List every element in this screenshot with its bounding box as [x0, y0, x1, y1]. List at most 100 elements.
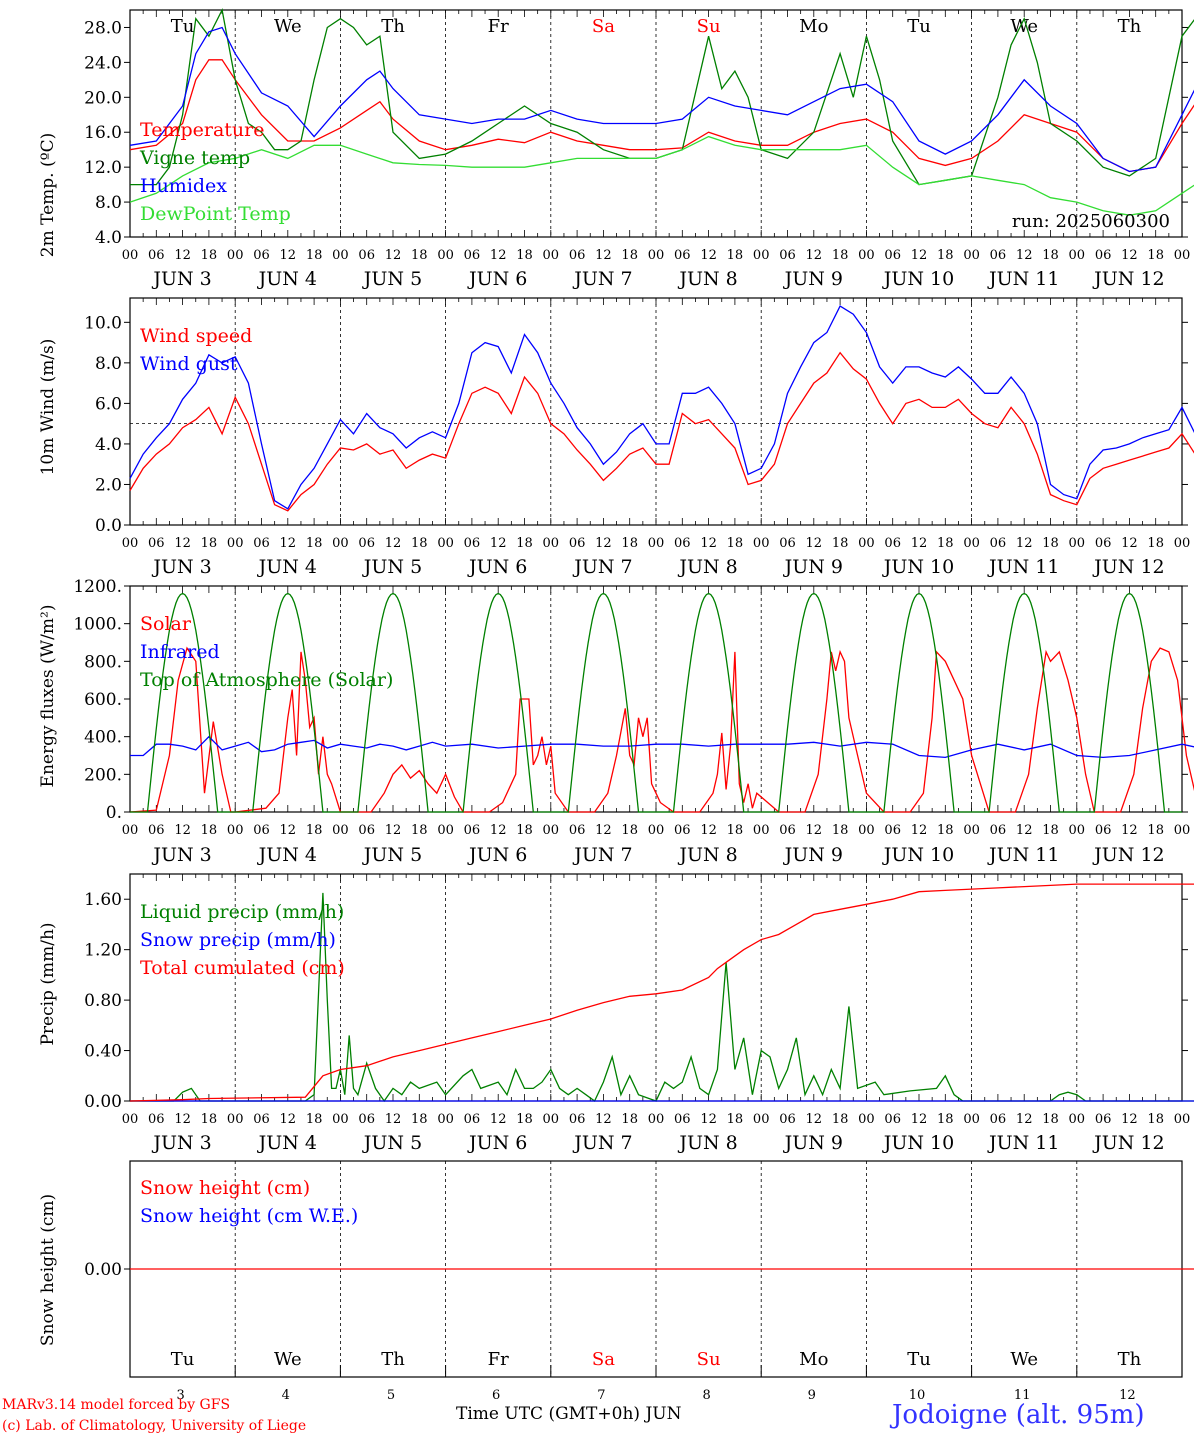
hour-label: 18 — [727, 536, 744, 551]
date-label: JUN 8 — [677, 556, 737, 578]
date-label: JUN 9 — [783, 268, 843, 290]
day-number: 5 — [387, 1388, 395, 1403]
hour-label: 12 — [1121, 1112, 1138, 1127]
hour-label: 00 — [122, 536, 139, 551]
hour-label: 00 — [1174, 248, 1191, 263]
date-label: JUN 4 — [257, 556, 317, 578]
hour-label: 06 — [569, 536, 586, 551]
hour-label: 06 — [148, 248, 165, 263]
day-name: Mo — [799, 1349, 828, 1370]
hour-label: 12 — [490, 1112, 507, 1127]
series-line — [129, 646, 1194, 813]
date-label: JUN 12 — [1092, 556, 1164, 578]
hour-label: 06 — [990, 823, 1007, 838]
model-credit: MARv3.14 model forced by GFS — [2, 1397, 231, 1413]
legend-entry: Wind speed — [140, 325, 252, 347]
hour-label: 12 — [1121, 536, 1138, 551]
hour-label: 00 — [963, 1112, 980, 1127]
hour-label: 18 — [201, 1112, 218, 1127]
day-name: Sa — [592, 16, 615, 37]
hour-label: 06 — [1095, 248, 1112, 263]
hour-label: 18 — [937, 248, 954, 263]
day-name: Th — [381, 1349, 405, 1370]
hour-label: 18 — [306, 823, 323, 838]
hour-label: 06 — [253, 248, 270, 263]
hour-label: 12 — [806, 536, 823, 551]
hour-label: 18 — [937, 823, 954, 838]
hour-label: 00 — [1174, 823, 1191, 838]
hour-label: 00 — [332, 1112, 349, 1127]
date-label: JUN 7 — [572, 268, 632, 290]
date-label: JUN 10 — [882, 844, 954, 866]
y-tick-label: 4.0 — [95, 435, 122, 455]
day-name: Th — [381, 16, 405, 37]
hour-label: 06 — [779, 1112, 796, 1127]
hour-label: 12 — [1016, 536, 1033, 551]
day-name: Th — [1118, 1349, 1142, 1370]
y-tick-label: 600. — [84, 690, 122, 710]
y-tick-label: 6.0 — [95, 394, 122, 414]
hour-label: 00 — [648, 536, 665, 551]
y-tick-label: 16.0 — [84, 123, 122, 143]
hour-label: 12 — [1016, 248, 1033, 263]
legend-entry: Infrared — [140, 641, 220, 663]
y-tick-label: 1000. — [73, 615, 122, 635]
hour-label: 12 — [700, 1112, 717, 1127]
hour-label: 06 — [148, 823, 165, 838]
hour-label: 00 — [858, 823, 875, 838]
date-label: JUN 11 — [987, 1132, 1059, 1154]
date-label: JUN 7 — [572, 1132, 632, 1154]
legend-entry: Temperature — [140, 119, 264, 141]
hour-label: 00 — [1174, 536, 1191, 551]
date-label: JUN 6 — [467, 844, 527, 866]
hour-label: 18 — [516, 248, 533, 263]
hour-label: 06 — [1095, 536, 1112, 551]
date-label: JUN 6 — [467, 1132, 527, 1154]
y-tick-label: 2.0 — [95, 475, 122, 495]
hour-label: 06 — [148, 536, 165, 551]
hour-label: 12 — [280, 823, 297, 838]
hour-label: 18 — [201, 536, 218, 551]
day-ticks — [129, 1365, 1183, 1377]
hour-label: 12 — [595, 248, 612, 263]
date-label: JUN 9 — [783, 1132, 843, 1154]
date-label: JUN 12 — [1092, 1132, 1164, 1154]
hour-label: 18 — [1042, 1112, 1059, 1127]
hour-label: 00 — [858, 248, 875, 263]
hour-label: 12 — [1121, 248, 1138, 263]
day-number: 10 — [909, 1388, 926, 1403]
hour-label: 06 — [253, 536, 270, 551]
day-name: Sa — [592, 1349, 615, 1370]
hour-label: 18 — [1042, 536, 1059, 551]
hour-label: 18 — [937, 1112, 954, 1127]
legend-entry: Solar — [140, 613, 192, 635]
hour-label: 06 — [990, 536, 1007, 551]
hour-label: 18 — [306, 1112, 323, 1127]
hour-label: 00 — [122, 823, 139, 838]
y-tick-label: 8.0 — [95, 354, 122, 374]
date-label: JUN 3 — [151, 556, 211, 578]
date-label: JUN 4 — [257, 844, 317, 866]
hour-label: 18 — [201, 248, 218, 263]
date-label: JUN 3 — [151, 1132, 211, 1154]
date-label: JUN 11 — [987, 556, 1059, 578]
date-label: JUN 6 — [467, 268, 527, 290]
hour-label: 00 — [1069, 536, 1086, 551]
legend-entry: Liquid precip (mm/h) — [140, 901, 344, 923]
hour-label: 00 — [1069, 248, 1086, 263]
hour-label: 12 — [385, 823, 402, 838]
hour-label: 12 — [280, 1112, 297, 1127]
hour-label: 00 — [1069, 823, 1086, 838]
panel-2-ylabel: 10m Wind (m/s) — [38, 339, 58, 476]
station-title: Jodoigne (alt. 95m) — [892, 1400, 1145, 1430]
date-label: JUN 3 — [151, 268, 211, 290]
hour-label: 06 — [464, 536, 481, 551]
date-label: JUN 5 — [362, 556, 422, 578]
hour-label: 00 — [332, 823, 349, 838]
hour-label: 00 — [543, 536, 560, 551]
series-line — [130, 735, 1194, 759]
hour-label: 12 — [1016, 1112, 1033, 1127]
hour-label: 12 — [911, 248, 928, 263]
hour-label: 06 — [358, 248, 375, 263]
hour-label: 00 — [227, 1112, 244, 1127]
